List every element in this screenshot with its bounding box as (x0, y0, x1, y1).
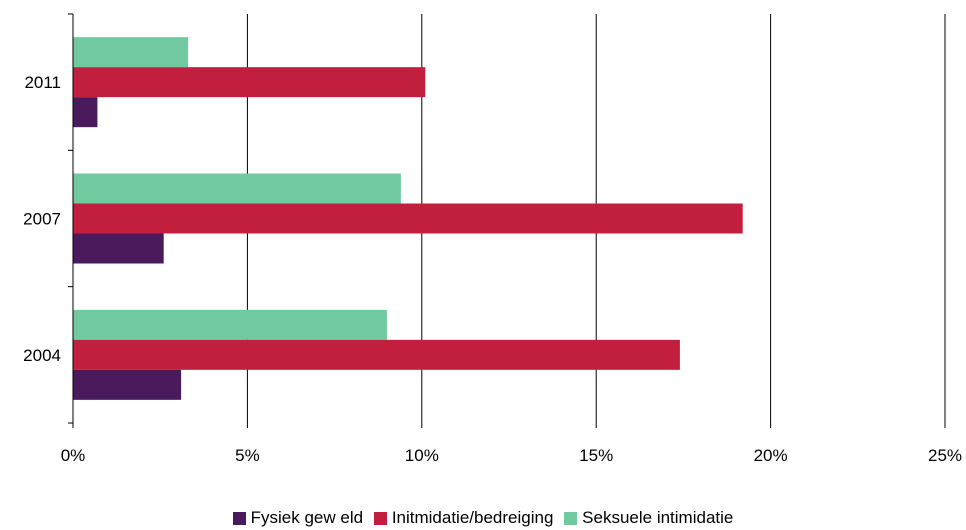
legend-label: Initmidatie/bedreiging (391, 508, 554, 527)
bar (73, 309, 387, 340)
bar (73, 173, 401, 204)
bar (73, 67, 426, 98)
legend-item-seksuele-intimidatie: Seksuele intimidatie (564, 508, 733, 528)
legend-label: Seksuele intimidatie (582, 508, 734, 527)
x-tick-label: 20% (754, 446, 788, 465)
bars (73, 37, 743, 400)
bar (73, 339, 680, 370)
axes (68, 13, 946, 428)
x-tick-labels: 0% 5% 10% 15% 20% 25% (61, 446, 962, 465)
legend-label: Fysiek gew eld (250, 508, 364, 527)
y-category-label: 2004 (23, 346, 61, 365)
bar (73, 233, 164, 264)
y-category-label: 2011 (24, 73, 61, 92)
bar (73, 369, 182, 400)
legend-item-fysiek-geweld: Fysiek gew eld (232, 508, 364, 528)
x-tick-label: 0% (61, 446, 86, 465)
legend-swatch (373, 511, 387, 525)
bar (73, 37, 189, 68)
y-category-labels: 2011 2007 2004 (23, 73, 61, 365)
y-category-label: 2007 (23, 210, 61, 229)
x-tick-label: 10% (405, 446, 439, 465)
x-tick-label: 5% (235, 446, 260, 465)
x-tick-label: 25% (928, 446, 962, 465)
x-tick-label: 15% (579, 446, 613, 465)
bar (73, 97, 98, 128)
legend: Fysiek gew eld Initmidatie/bedreiging Se… (0, 508, 966, 530)
legend-swatch (564, 511, 578, 525)
legend-item-intimidatie-bedreiging: Initmidatie/bedreiging (373, 508, 554, 528)
bar (73, 203, 743, 234)
legend-swatch (232, 511, 246, 525)
